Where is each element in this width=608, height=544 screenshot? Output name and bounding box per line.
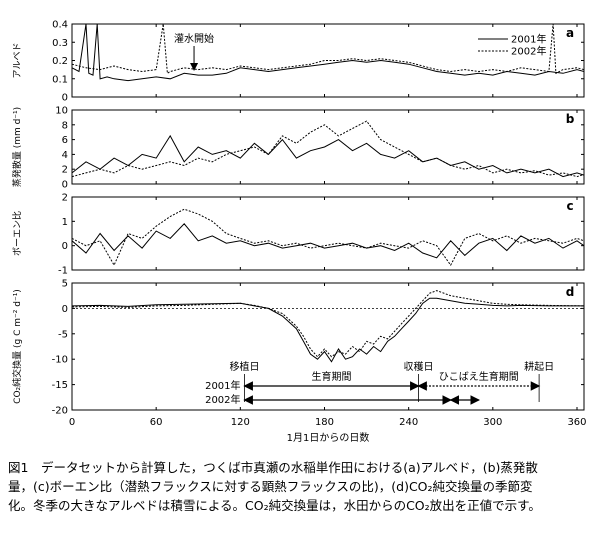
event-label: 収穫日 [403,361,433,373]
x-tick-label: 180 [315,417,334,428]
x-tick-label: 360 [567,417,586,428]
panel-d: -20 -15 -10 -5 0 5 CO₂純交換量 (g C m⁻² d⁻¹) d 移植日 収穫… [11,279,585,417]
period-label: ひこばえ生育期間 [439,370,519,383]
y-tick-label: 5 [62,279,68,290]
y-tick-label: 10 [55,106,68,117]
x-tick-label: 0 [69,417,75,428]
y-axis-label: アルベド [13,43,23,79]
annotation-label: 灌水開始 [174,32,214,45]
series-line-2001 [72,134,584,178]
panel-b: 0 2 4 6 8 10 蒸発散量 (mm d⁻¹) b [11,106,585,191]
y-tick-label: 0.1 [52,74,68,85]
event-label: 移植日 [230,360,260,373]
y-tick-label: 0 [62,93,68,104]
panel-letter: a [566,26,574,40]
series-line-2002 [72,208,584,267]
y-tick-label: -5 [58,329,68,340]
legend-label: 2002年 [511,45,546,58]
y-tick-label: 2 [62,165,68,176]
period-label: 生育期間 [312,370,352,383]
caption-line-3: 化。冬季の大きなアルベドは積雪による。CO₂純交換量は，水田からのCO₂放出を正… [8,498,541,513]
year-label-2002: 2002年 [205,393,240,406]
series-line-2001 [72,24,584,82]
y-tick-label: 6 [62,135,68,146]
x-tick-label: 300 [483,417,502,428]
y-tick-label: 0 [62,180,68,191]
year-label-2001: 2001年 [205,379,240,392]
y-tick-label: 4 [62,150,68,161]
y-tick-label: 0.4 [52,20,68,31]
series-line-2002 [72,24,584,75]
panel-letter: b [566,112,575,126]
chart-panels: 00.10.20.30.4アルベドa2001年2002年灌水開始0246810蒸… [11,20,585,417]
y-tick-label: 1 [62,217,68,228]
x-tick-label: 60 [150,417,163,428]
y-axis-label: 蒸発散量 (mm d⁻¹) [11,107,23,187]
x-axis: 0 60 120 180 240 300 360 1月1日からの日数 [69,417,587,444]
panel-frame [71,23,585,98]
y-tick-label: 2 [62,193,68,204]
y-tick-label: -1 [58,266,68,277]
figure: 00.10.20.30.4アルベドa2001年2002年灌水開始0246810蒸… [11,20,587,445]
panel-c: -1 0 1 2 ボーエン比 c [11,193,585,277]
series-line-2002 [72,290,584,358]
panel-frame [71,282,585,411]
panel-frame [71,196,585,271]
event-label: 耕起日 [524,360,554,373]
y-tick-label: 0.2 [52,56,68,67]
figure-caption: 図1 データセットから計算した，つくば市真瀬の水稲単作田における(a)アルベド，… [8,458,602,515]
y-tick-label: 0 [62,241,68,252]
legend-label: 2001年 [511,33,546,46]
panel-letter: d [566,285,575,299]
y-axis-label: ボーエン比 [11,211,23,256]
series-line-2001 [72,223,584,259]
y-tick-label: -15 [52,380,68,391]
y-tick-label: 0 [62,304,68,315]
y-tick-label: 8 [62,120,68,131]
caption-line-2: 量，(c)ボーエン比（潜熱フラックスに対する顕熱フラックスの比)，(d)CO₂純… [8,479,533,494]
x-tick-label: 120 [231,417,250,428]
y-axis-label: CO₂純交換量 (g C m⁻² d⁻¹) [11,289,23,404]
y-tick-label: 0.3 [52,38,68,49]
x-tick-label: 240 [399,417,418,428]
panel-letter: c [566,199,573,213]
caption-line-1: 図1 データセットから計算した，つくば市真瀬の水稲単作田における(a)アルベド，… [8,460,538,475]
y-tick-label: -20 [52,406,68,417]
panel-frame [71,109,585,185]
series-line-2001 [72,297,584,363]
y-tick-label: -10 [52,355,68,366]
x-axis-label: 1月1日からの日数 [287,431,370,444]
series-line-2002 [72,120,584,178]
